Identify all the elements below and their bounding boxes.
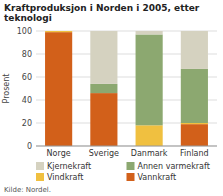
- legend-swatch: [36, 173, 44, 181]
- bar-segment: [136, 125, 163, 146]
- legend: Kjernekraft Annen varmekraft Vindkraft Vann…: [36, 162, 210, 182]
- y-tick-label: 40: [22, 96, 32, 105]
- legend-label: Vannkraft: [138, 173, 177, 182]
- bar-segment: [45, 31, 72, 32]
- legend-label: Vindkraft: [47, 173, 83, 182]
- title: Kraftproduksjon i Norden i 2005, etterte…: [4, 3, 200, 23]
- legend-label: Kjernekraft: [47, 162, 91, 171]
- bar-segment: [45, 31, 72, 32]
- bar-segment: [90, 31, 117, 84]
- y-tick-label: 60: [22, 73, 32, 82]
- y-tick-label: 0: [27, 142, 32, 151]
- legend-swatch: [36, 162, 44, 170]
- bar-segment: [181, 31, 208, 69]
- source: Kilde: Nordel.: [4, 186, 51, 194]
- bar-segment: [181, 124, 208, 146]
- bar-segment: [181, 69, 208, 123]
- chart: Kraftproduksjon i Norden i 2005, etterte…: [0, 0, 223, 196]
- bar-segment: [136, 34, 163, 125]
- y-axis-label: Prosent: [2, 74, 11, 104]
- x-tick-label: Finland: [180, 149, 209, 158]
- bars: [45, 31, 208, 146]
- x-tick-label: Danmark: [131, 149, 168, 158]
- y-tick-label: 100: [17, 27, 32, 36]
- legend-label: Annen varmekraft: [138, 162, 210, 171]
- x-axis-line: [36, 146, 217, 147]
- legend-swatch: [127, 162, 135, 170]
- title-line: Kraftproduksjon i Norden i 2005, etter: [4, 3, 200, 13]
- bar-segment: [90, 84, 117, 93]
- bar-segment: [136, 31, 163, 34]
- bar-segment: [181, 123, 208, 124]
- bar-segment: [45, 32, 72, 146]
- x-tick-label: Sverige: [89, 149, 119, 158]
- y-tick-label: 20: [22, 119, 32, 128]
- y-tick-label: 80: [22, 50, 32, 59]
- legend-swatch: [127, 173, 135, 181]
- title-line: teknologi: [4, 13, 52, 23]
- grid-line: [36, 146, 217, 147]
- bar-segment: [45, 31, 72, 32]
- bar-segment: [90, 93, 117, 146]
- x-tick-label: Norge: [47, 149, 71, 158]
